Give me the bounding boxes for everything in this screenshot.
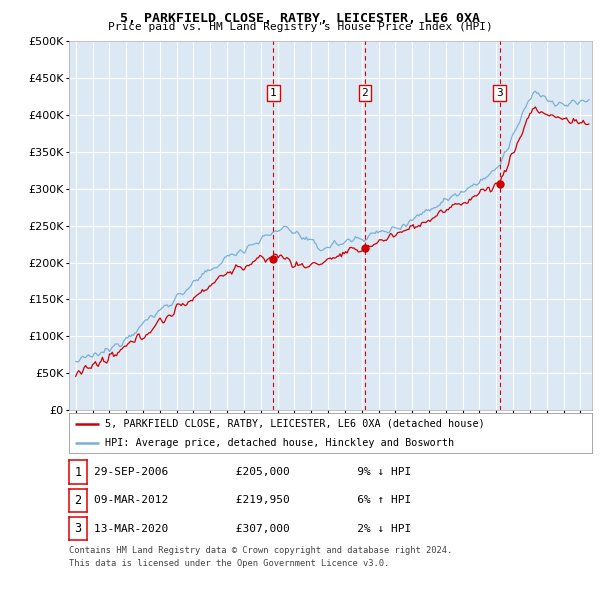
Text: Price paid vs. HM Land Registry's House Price Index (HPI): Price paid vs. HM Land Registry's House … [107, 22, 493, 32]
Text: HPI: Average price, detached house, Hinckley and Bosworth: HPI: Average price, detached house, Hinc… [104, 438, 454, 448]
Text: 5, PARKFIELD CLOSE, RATBY, LEICESTER, LE6 0XA (detached house): 5, PARKFIELD CLOSE, RATBY, LEICESTER, LE… [104, 419, 484, 429]
Text: 09-MAR-2012          £219,950          6% ↑ HPI: 09-MAR-2012 £219,950 6% ↑ HPI [94, 496, 412, 505]
Text: 5, PARKFIELD CLOSE, RATBY, LEICESTER, LE6 0XA: 5, PARKFIELD CLOSE, RATBY, LEICESTER, LE… [120, 12, 480, 25]
Text: 2: 2 [74, 494, 82, 507]
Text: 29-SEP-2006          £205,000          9% ↓ HPI: 29-SEP-2006 £205,000 9% ↓ HPI [94, 467, 412, 477]
Text: 3: 3 [496, 88, 503, 98]
Text: 1: 1 [74, 466, 82, 478]
Text: 13-MAR-2020          £307,000          2% ↓ HPI: 13-MAR-2020 £307,000 2% ↓ HPI [94, 524, 412, 533]
Text: Contains HM Land Registry data © Crown copyright and database right 2024.: Contains HM Land Registry data © Crown c… [69, 546, 452, 555]
Text: 1: 1 [270, 88, 277, 98]
Text: 2: 2 [362, 88, 368, 98]
Text: This data is licensed under the Open Government Licence v3.0.: This data is licensed under the Open Gov… [69, 559, 389, 568]
Text: 3: 3 [74, 522, 82, 535]
